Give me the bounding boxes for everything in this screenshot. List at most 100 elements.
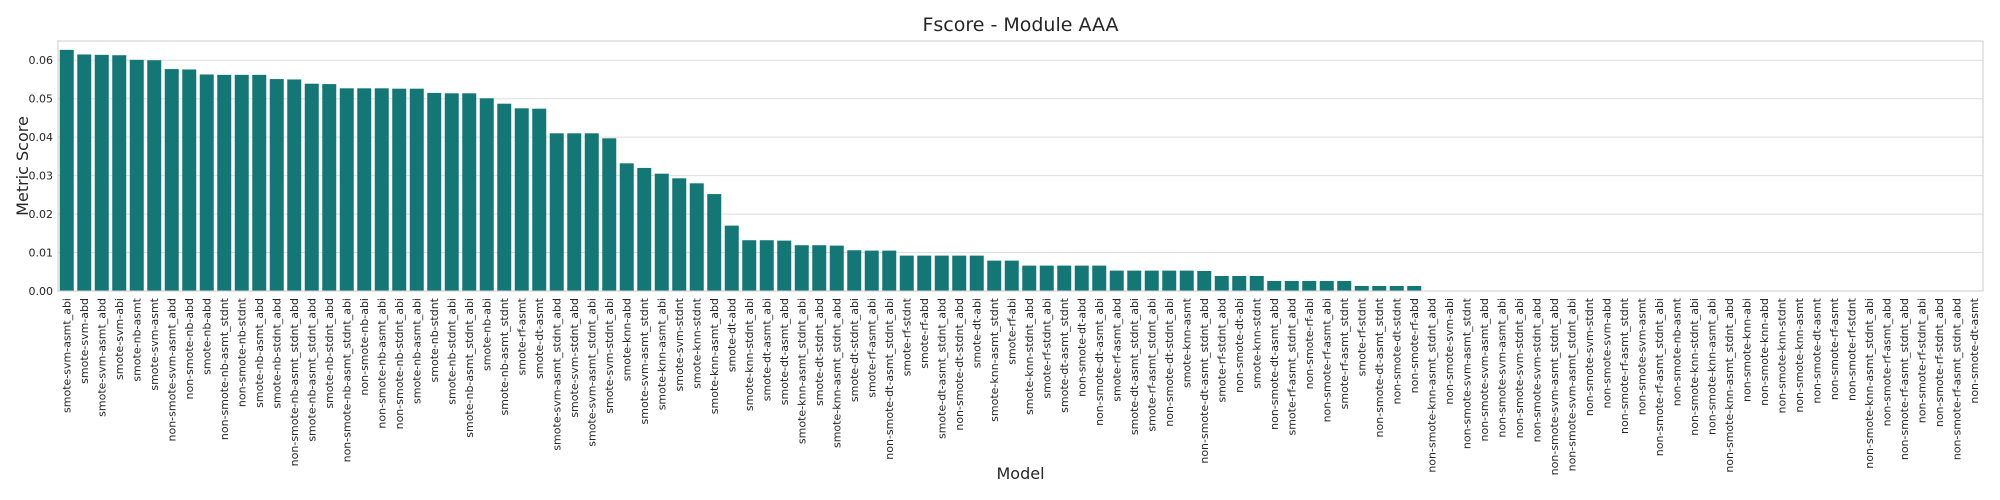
x-tick-label: non-smote-svm-asmt_abi: [1495, 298, 1508, 438]
bar: [1372, 286, 1387, 291]
x-tick-label: smote-knn-stdnt: [1250, 297, 1263, 389]
x-tick-label: smote-knn-asmt_abi: [655, 298, 668, 410]
x-tick-label: non-smote-dt-stdnt: [1390, 297, 1403, 404]
bar: [759, 240, 774, 291]
x-tick-label: smote-svm-asmt: [148, 297, 161, 390]
bar: [164, 69, 179, 291]
x-tick-label: smote-rf-asmt_stdnt_abi: [1145, 298, 1158, 432]
x-tick-label: smote-knn-stdnt_abd: [1023, 298, 1036, 415]
x-tick-label: smote-nb-asmt_stdnt: [498, 297, 511, 415]
x-tick-label: non-smote-nb-abi: [358, 298, 371, 396]
x-tick-label: smote-nb-stdnt_abd: [270, 298, 283, 409]
bar: [707, 194, 722, 291]
x-tick-label: non-smote-dt-abi: [1233, 298, 1246, 393]
x-tick-label: non-smote-knn-asmt: [1793, 297, 1806, 412]
x-tick-label: non-smote-dt-abd: [1075, 298, 1088, 397]
y-tick-label: 0.00: [29, 285, 54, 298]
x-tick-label: non-smote-rf-stdnt: [1845, 297, 1858, 401]
x-tick-label: non-smote-nb-asmt_abi: [375, 298, 388, 429]
x-tick-label: smote-dt-abi: [970, 298, 983, 368]
x-tick-label: smote-rf-asmt: [515, 297, 528, 375]
x-tick-label: smote-nb-abi: [480, 298, 493, 371]
x-tick-label: non-smote-rf-asmt: [1828, 297, 1841, 400]
x-tick-label: non-smote-dt-asmt_stdnt_abi: [883, 298, 896, 460]
x-tick-label: non-smote-nb-asmt_stdnt_abi: [340, 298, 353, 462]
bar: [129, 59, 144, 291]
x-tick-label: smote-rf-abi: [1005, 298, 1018, 365]
x-tick-label: non-smote-svm-asmt: [1635, 297, 1648, 415]
x-tick-label: smote-dt-asmt_stdnt: [1058, 297, 1071, 412]
x-tick-label: smote-svm-abi: [113, 298, 126, 380]
bar: [742, 240, 757, 291]
x-tick-label: smote-knn-asmt_stdnt_abd: [830, 298, 843, 448]
x-tick-label: non-smote-rf-abi: [1303, 298, 1316, 389]
x-tick-label: smote-dt-stdnt_abd: [813, 298, 826, 406]
y-tick-label: 0.01: [29, 247, 54, 260]
x-tick-label: non-smote-knn-asmt_stdnt_abd: [1425, 298, 1438, 473]
x-tick-label: smote-knn-stdnt: [690, 297, 703, 389]
bar: [252, 74, 267, 291]
x-tick-label: non-smote-svm-abd: [1600, 298, 1613, 409]
bar: [1214, 276, 1229, 291]
bar: [287, 79, 302, 291]
x-tick-label: smote-knn-asmt: [1180, 297, 1193, 388]
x-tick-label: smote-dt-asmt_abi: [760, 298, 773, 401]
x-tick-label: non-smote-rf-asmt_stdnt: [1618, 297, 1631, 434]
bar: [112, 55, 127, 291]
x-tick-label: smote-dt-asmt_abd: [778, 298, 791, 405]
x-tick-label: non-smote-dt-asmt: [1810, 297, 1823, 403]
x-tick-label: smote-knn-asmt_abd: [708, 298, 721, 414]
y-axis-ticks: 0.00 0.01 0.02 0.03 0.04 0.05 0.06: [29, 54, 54, 298]
x-tick-label: smote-rf-abd: [918, 298, 931, 369]
bars-group: [59, 49, 1422, 291]
bar: [549, 133, 564, 291]
bar: [1162, 270, 1177, 291]
bar: [1092, 265, 1107, 291]
bar: [444, 93, 459, 291]
bar: [147, 60, 162, 291]
bar: [584, 133, 599, 291]
x-tick-label: smote-dt-abd: [725, 298, 738, 372]
x-tick-label: non-smote-svm-asmt_stdnt_abi: [1565, 298, 1578, 471]
bar: [392, 88, 407, 291]
bar: [1354, 286, 1369, 291]
bar: [1127, 270, 1142, 291]
bar: [672, 178, 687, 291]
bar: [917, 255, 932, 291]
x-tick-label: smote-rf-stdnt_abd: [1215, 298, 1228, 403]
x-tick-label: non-smote-knn-asmt_abi: [1705, 298, 1718, 435]
bar: [1389, 286, 1404, 291]
bar: [1057, 265, 1072, 291]
bar: [77, 54, 92, 291]
x-tick-label: non-smote-knn-abi: [1740, 298, 1753, 402]
bar: [462, 93, 477, 291]
x-tick-label: non-smote-nb-stdnt: [235, 297, 248, 407]
x-tick-label: smote-knn-asmt_stdnt: [988, 297, 1001, 422]
x-tick-label: smote-svm-asmt_stdnt_abi: [585, 298, 598, 447]
bar: [59, 49, 74, 291]
x-tick-label: smote-svm-asmt_stdnt: [638, 297, 651, 424]
bar: [532, 108, 547, 291]
bar: [654, 173, 669, 291]
x-tick-label: smote-nb-stdnt_abi: [445, 298, 458, 405]
y-tick-label: 0.03: [29, 170, 54, 183]
bar: [969, 255, 984, 291]
x-tick-label: non-smote-nb-asmt: [1670, 297, 1683, 406]
bar: [567, 133, 582, 291]
x-tick-label: smote-rf-stdnt: [900, 297, 913, 376]
x-tick-label: smote-dt-asmt_stdnt_abi: [1128, 298, 1141, 435]
plot-frame: [57, 40, 1984, 292]
bar: [479, 98, 494, 291]
x-tick-label: non-smote-knn-stdnt: [1775, 297, 1788, 413]
bar: [374, 88, 389, 291]
x-tick-label: smote-nb-asmt_stdnt_abi: [463, 298, 476, 438]
x-tick-label: smote-nb-asmt_abd: [253, 298, 266, 408]
bar: [899, 255, 914, 291]
x-tick-label: non-smote-dt-stdnt_abi: [1163, 298, 1176, 427]
bar: [217, 74, 232, 291]
bar: [1074, 265, 1089, 291]
bar: [1197, 271, 1212, 291]
x-tick-label: non-smote-nb-asmt_stdnt: [218, 297, 231, 440]
x-tick-label: non-smote-svm-abi: [1443, 298, 1456, 405]
